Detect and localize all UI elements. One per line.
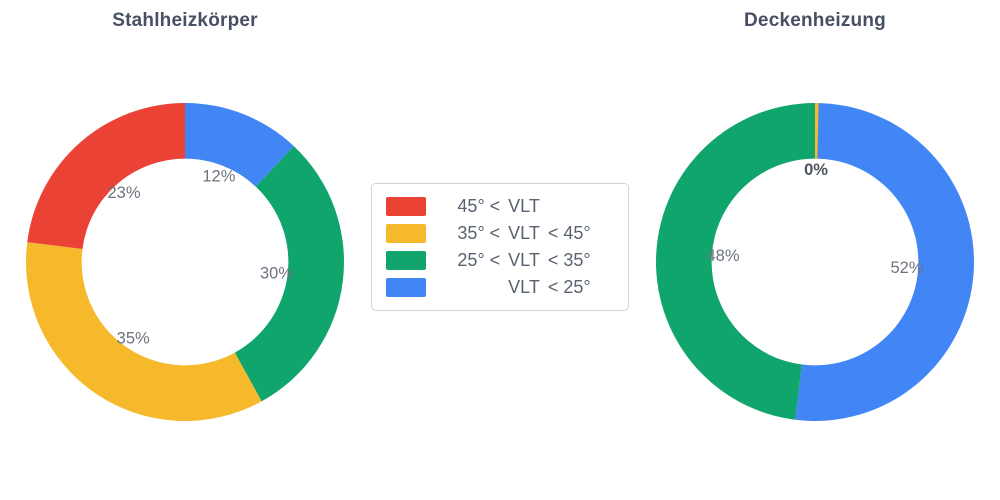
donut-slice-25-vlt-35 [234,146,344,402]
donut-chart-deckenheizung: 52% 48% 0% [656,103,975,421]
donut-chart-stahlheizkoerper: 12% 30% 35% 23% [25,103,344,421]
legend-item-45-vlt: 45° < VLT [386,196,614,217]
donut-slice-vlt-25 [185,103,294,187]
slice-percent-label-35-vlt-45: 35% [117,329,150,347]
legend-item-35-vlt-45: 35° < VLT < 45° [386,223,614,244]
donut-slice-35-vlt-45 [815,103,819,159]
legend-label-left: 25° < [457,250,501,270]
legend-swatch-vlt-25 [386,278,426,297]
legend-swatch-45-vlt [386,197,426,216]
legend-label-mid: VLT [508,250,540,270]
legend-label-mid: VLT [508,277,540,297]
slice-percent-label-25-vlt-35: 30% [260,265,293,283]
legend: 45° < VLT 35° < VLT < 45° 25° < VLT < 35° VLT < 2… [371,183,629,311]
legend-label-left: 45° < [457,196,501,216]
legend-item-25-vlt-35: 25° < VLT < 35° [386,250,614,271]
legend-item-vlt-25: VLT < 25° [386,277,614,298]
legend-label-right: < 35° [547,250,591,270]
donut-slice-45-vlt [27,103,185,250]
legend-swatch-35-vlt-45 [386,224,426,243]
chart-title-stahlheizkoerper: Stahlheizkörper [112,10,258,31]
slice-percent-label-vlt-25: 12% [202,167,235,185]
legend-label-right: < 45° [547,223,591,243]
chart-deckenheizung: 52% 48% 0% Deckenheizung [640,0,990,500]
slice-percent-label-45-vlt: 23% [107,184,140,202]
legend-swatch-25-vlt-35 [386,251,426,270]
legend-label-mid: VLT [508,223,540,243]
slice-percent-label-35-vlt-45: 0% [804,161,828,179]
slice-percent-label-vlt-25: 52% [890,259,923,277]
legend-label-mid: VLT [508,196,540,216]
donut-slice-vlt-25 [795,103,975,421]
legend-label-left: 35° < [457,223,501,243]
slice-percent-label-25-vlt-35: 48% [706,247,739,265]
legend-label-right: < 25° [547,277,591,297]
donut-slice-25-vlt-35 [656,103,815,420]
chart-stahlheizkoerper: 12% 30% 35% 23% Stahlheizkörper [10,0,360,500]
donut-slice-35-vlt-45 [25,242,262,421]
chart-title-deckenheizung: Deckenheizung [744,10,886,31]
